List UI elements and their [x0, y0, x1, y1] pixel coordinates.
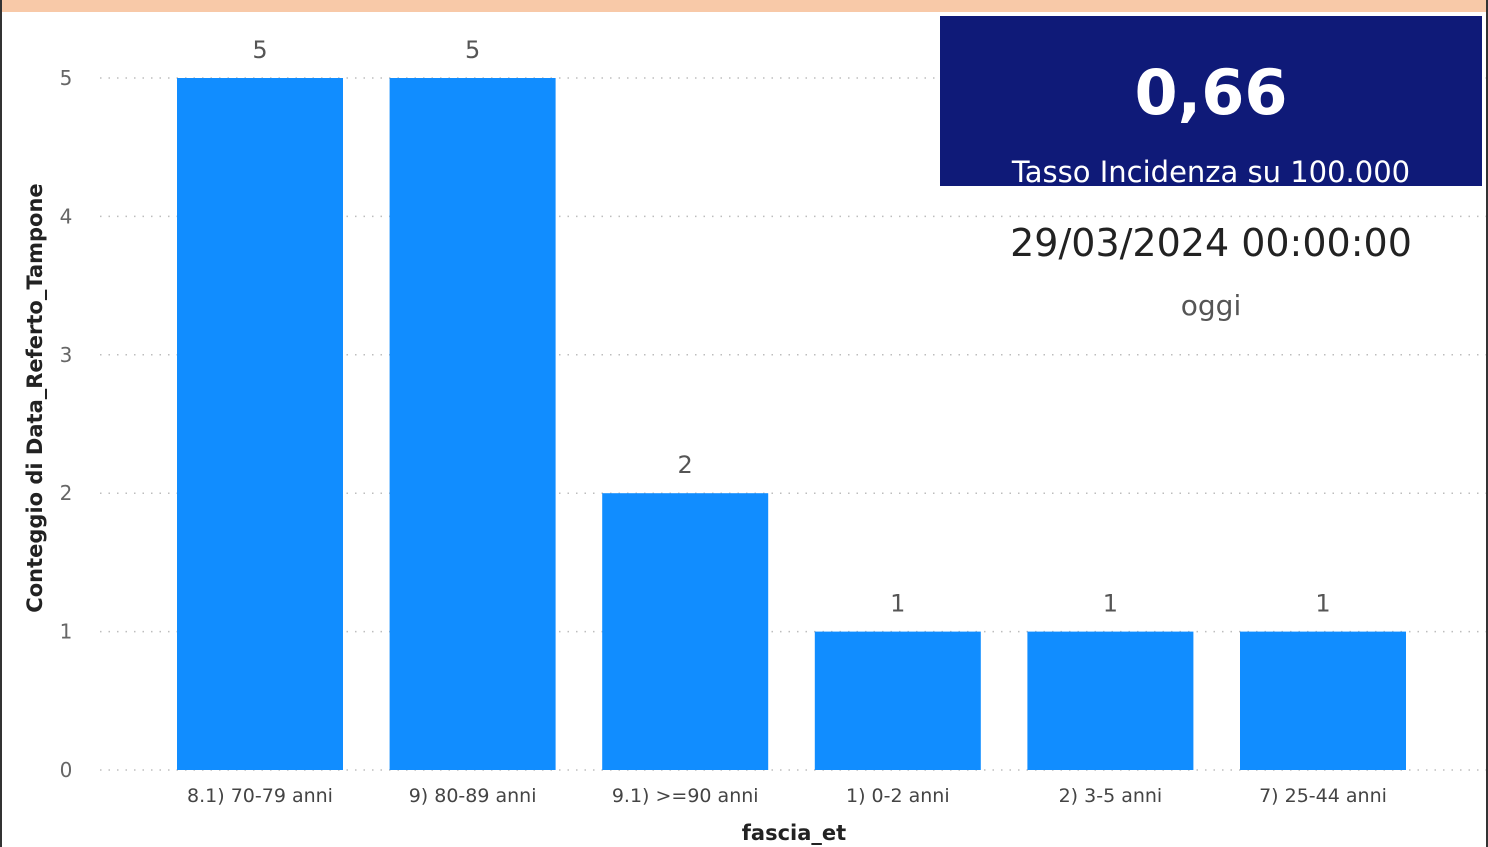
top-band: [0, 0, 1488, 12]
category-labels: 8.1) 70-79 anni 9) 80-89 anni 9.1) >=90 an…: [187, 785, 1387, 807]
category-label: 8.1) 70-79 anni: [187, 785, 333, 807]
date-card-value: 29/03/2024 00:00:00: [1010, 221, 1412, 265]
bars: [177, 78, 1406, 770]
x-axis-title: fascia_et: [742, 821, 846, 845]
bar[interactable]: [1240, 631, 1406, 770]
bar[interactable]: [1027, 631, 1194, 770]
data-label: 5: [465, 36, 480, 64]
kpi-card[interactable]: 0,66 Tasso Incidenza su 100.000: [940, 16, 1482, 189]
bar[interactable]: [602, 493, 769, 770]
category-label: 9) 80-89 anni: [409, 785, 537, 807]
bar[interactable]: [814, 631, 981, 770]
data-label: 1: [1315, 590, 1330, 618]
kpi-value: 0,66: [1134, 56, 1288, 129]
y-tick-label: 5: [60, 66, 73, 90]
data-label: 2: [678, 451, 693, 479]
y-tick-label: 2: [60, 481, 73, 505]
bar[interactable]: [389, 78, 556, 770]
y-tick-label: 1: [60, 620, 73, 644]
bar[interactable]: [177, 78, 343, 770]
y-tick-label: 3: [60, 343, 73, 367]
category-label: 7) 25-44 anni: [1259, 785, 1387, 807]
data-label: 1: [1103, 590, 1118, 618]
y-tick-label: 4: [60, 204, 73, 228]
y-axis-ticks: 0 1 2 3 4 5: [60, 66, 73, 782]
data-label: 1: [890, 590, 905, 618]
kpi-label: Tasso Incidenza su 100.000: [1011, 155, 1411, 189]
y-axis-title: Conteggio di Data_Referto_Tampone: [23, 183, 47, 612]
data-label: 5: [252, 36, 267, 64]
category-label: 9.1) >=90 anni: [612, 785, 759, 807]
y-tick-label: 0: [60, 758, 73, 782]
date-card-caption: oggi: [1180, 289, 1242, 322]
category-label: 1) 0-2 anni: [846, 785, 950, 807]
data-labels: 5 5 2 1 1 1: [252, 36, 1330, 618]
category-label: 2) 3-5 anni: [1059, 785, 1163, 807]
